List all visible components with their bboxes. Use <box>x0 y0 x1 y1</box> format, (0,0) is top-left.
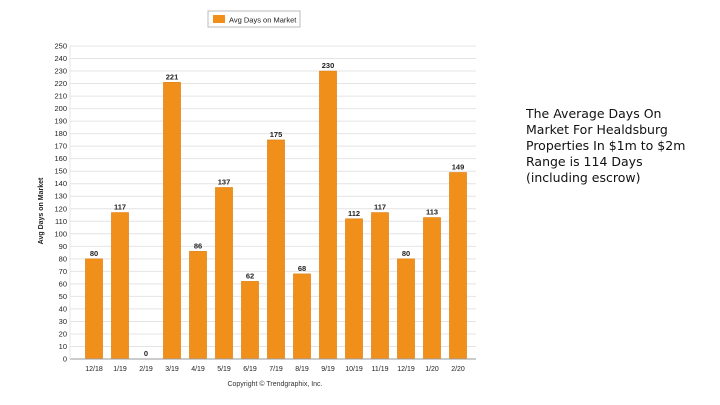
bar-10-19 <box>345 218 363 360</box>
y-tick-label: 60 <box>59 279 67 288</box>
bar-8-19 <box>293 273 311 360</box>
y-tick-label: 190 <box>54 117 67 126</box>
y-tick-label: 130 <box>54 192 67 201</box>
x-tick-label: 11/19 <box>372 366 389 373</box>
y-tick-label: 230 <box>54 67 67 76</box>
y-tick-label: 250 <box>54 42 67 51</box>
y-tick-label: 240 <box>54 54 67 63</box>
x-tick-label: 10/19 <box>345 366 363 373</box>
bar-9-19 <box>319 70 337 360</box>
y-tick-label: 210 <box>54 92 67 101</box>
bar-3-19 <box>163 82 181 360</box>
bar-value-label: 149 <box>452 162 465 171</box>
bar-value-label: 230 <box>322 61 335 70</box>
x-tick-label: 3/19 <box>165 366 179 373</box>
bar-value-label: 80 <box>90 249 98 258</box>
x-tick-label: 7/19 <box>269 366 283 373</box>
bar-1-20 <box>423 217 441 360</box>
legend-label: Avg Days on Market <box>229 16 297 25</box>
y-tick-label: 20 <box>59 329 67 338</box>
legend-box <box>207 10 301 28</box>
y-tick-label: 0 <box>63 355 67 364</box>
y-tick-label: 170 <box>54 142 67 151</box>
y-tick-label: 110 <box>55 217 67 226</box>
bar-value-label: 113 <box>426 208 438 217</box>
y-tick-label: 80 <box>59 254 67 263</box>
bar-value-label: 80 <box>402 249 410 258</box>
bar-12-19 <box>397 258 415 360</box>
bar-value-label: 117 <box>374 203 386 212</box>
bar-value-label: 175 <box>270 130 283 139</box>
y-tick-label: 200 <box>54 104 67 113</box>
bar-4-19 <box>189 251 207 360</box>
bar-value-label: 221 <box>166 72 179 81</box>
caption-text: The Average Days On Market For Healdsbur… <box>526 106 686 185</box>
x-tick-label: 2/20 <box>451 366 465 373</box>
x-tick-label: 2/19 <box>139 366 153 373</box>
y-tick-label: 90 <box>59 242 67 251</box>
y-axis-label: Avg Days on Market <box>38 177 45 244</box>
y-tick-label: 30 <box>59 317 67 326</box>
x-tick-labels: 12/18 1/19 2/19 3/19 4/19 5/19 6/19 7/19 8/19 9/1… <box>85 366 465 373</box>
x-tick-label: 12/19 <box>397 366 415 373</box>
legend-swatch <box>213 15 225 23</box>
y-tick-label: 160 <box>54 154 67 163</box>
y-tick-label: 40 <box>59 304 67 313</box>
y-tick-label: 140 <box>54 179 67 188</box>
bar-value-label: 68 <box>298 264 306 273</box>
bar-value-label: 86 <box>194 241 202 250</box>
y-tick-labels: 0 10 20 30 40 50 60 70 80 90 100 110 120 130 140 150 160… <box>54 42 67 364</box>
copyright-text: Copyright © Trendgraphix, Inc. <box>227 380 322 388</box>
bar-6-19 <box>241 281 259 360</box>
bar-7-19 <box>267 139 285 360</box>
bar-5-19 <box>215 187 233 360</box>
bar-12-18 <box>85 258 103 360</box>
bar-value-label: 0 <box>144 349 148 358</box>
bar-1-19 <box>111 212 129 360</box>
y-tick-label: 120 <box>54 204 67 213</box>
bar-value-label: 112 <box>348 209 360 218</box>
bar-value-label: 62 <box>246 271 254 280</box>
x-tick-label: 6/19 <box>243 366 257 373</box>
y-tick-label: 220 <box>54 79 67 88</box>
y-tick-label: 150 <box>54 167 67 176</box>
x-tick-label: 4/19 <box>191 366 205 373</box>
x-tick-label: 1/20 <box>425 366 439 373</box>
bar-value-labels: 80 117 0 221 86 137 62 175 68 230 112 117 80 113 149 <box>90 61 464 358</box>
bar-2-20 <box>449 172 467 360</box>
x-tick-label: 1/19 <box>113 366 127 373</box>
legend: Avg Days on Market <box>207 10 301 28</box>
bar-value-label: 137 <box>218 177 231 186</box>
x-tick-label: 12/18 <box>85 366 103 373</box>
y-tick-label: 100 <box>54 229 67 238</box>
bar-value-label: 117 <box>114 203 126 212</box>
y-tick-label: 180 <box>54 129 67 138</box>
y-tick-label: 50 <box>59 292 67 301</box>
y-tick-label: 70 <box>59 267 67 276</box>
x-tick-label: 8/19 <box>295 366 309 373</box>
bars <box>85 70 467 360</box>
x-tick-label: 5/19 <box>217 366 231 373</box>
y-tick-label: 10 <box>59 342 67 351</box>
x-tick-label: 9/19 <box>321 366 335 373</box>
bar-11-19 <box>371 212 389 360</box>
